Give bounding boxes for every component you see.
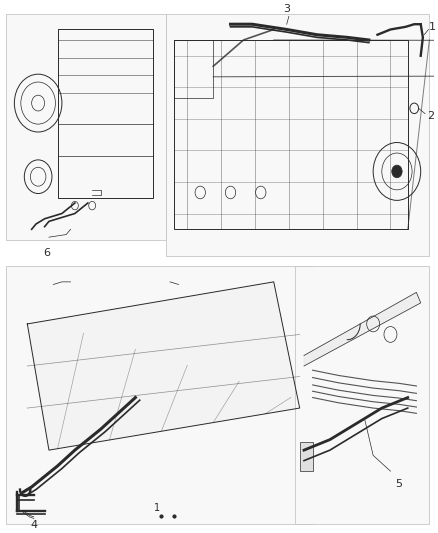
Bar [166,14,429,255]
Bar [174,40,213,98]
Bar [6,266,313,524]
Bar [57,29,153,198]
Text: 1: 1 [154,503,160,513]
Text: 2: 2 [427,111,434,121]
Bar [6,14,166,240]
Text: 6: 6 [43,248,50,257]
Bar [295,266,429,524]
Bar [300,442,313,471]
Circle shape [392,165,402,177]
Text: 5: 5 [396,479,403,489]
Polygon shape [27,282,300,450]
Polygon shape [304,293,421,366]
Text: 4: 4 [30,520,37,529]
Text: 1: 1 [428,22,435,32]
Text: 3: 3 [283,4,290,14]
Bar [174,40,408,229]
